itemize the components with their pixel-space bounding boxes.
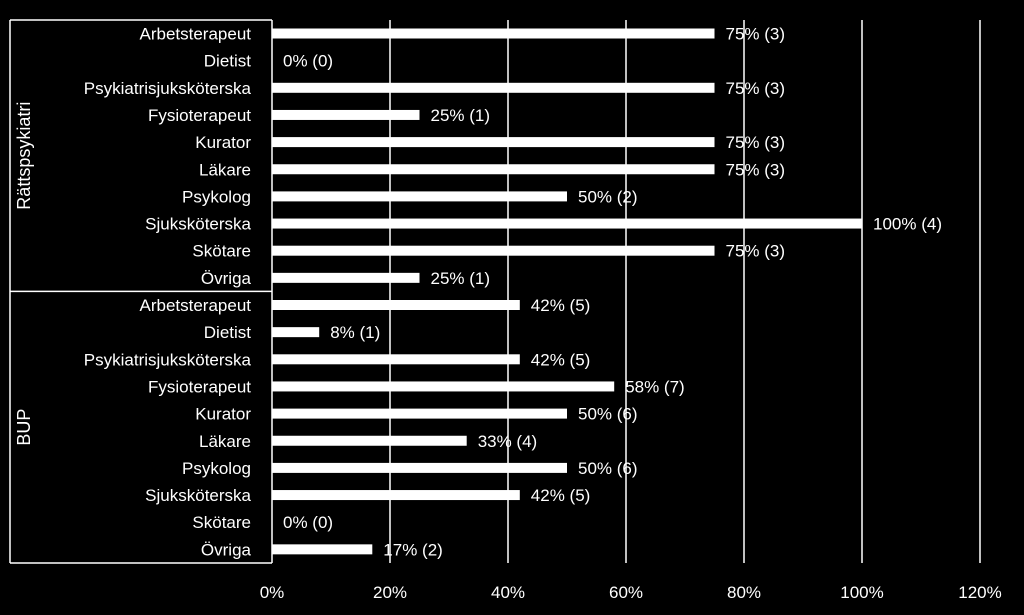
data-label: 42% (5) — [531, 350, 591, 369]
category-label: Arbetsterapeut — [139, 25, 251, 44]
bar-Rättspsykiatri-Skötare — [272, 245, 715, 256]
x-tick-label: 40% — [491, 583, 525, 602]
data-label: 50% (2) — [578, 187, 638, 206]
bar-Rättspsykiatri-Övriga — [272, 272, 420, 283]
bar-Rättspsykiatri-Fysioterapeut — [272, 109, 420, 120]
data-labels: 75% (3) 0% (0) 75% (3) 25% (1) 75% (3) 75% (3… — [283, 25, 942, 560]
x-tick-label: 80% — [727, 583, 761, 602]
data-label: 75% (3) — [726, 160, 786, 179]
category-label: Kurator — [195, 405, 251, 424]
bar-Rättspsykiatri-Psykiatrisjuksköterska — [272, 82, 715, 93]
data-label: 8% (1) — [330, 323, 380, 342]
data-label: 33% (4) — [478, 432, 538, 451]
category-label: Fysioterapeut — [148, 377, 251, 396]
bar-Rättspsykiatri-Arbetsterapeut — [272, 28, 715, 39]
category-labels: Arbetsterapeut Dietist Psykiatrisjuksköter… — [84, 25, 252, 560]
group-label-Rättspsykiatri: Rättspsykiatri — [14, 102, 34, 210]
category-label: Kurator — [195, 133, 251, 152]
data-label: 17% (2) — [383, 540, 443, 559]
data-label: 75% (3) — [726, 25, 786, 44]
data-label: 42% (5) — [531, 296, 591, 315]
data-label: 100% (4) — [873, 215, 942, 234]
group-label-BUP: BUP — [14, 409, 34, 446]
bar-BUP-Fysioterapeut — [272, 381, 615, 392]
category-label: Övriga — [201, 269, 252, 288]
x-tick-label: 100% — [840, 583, 883, 602]
bar-BUP-Övriga — [272, 544, 373, 555]
bar-Rättspsykiatri-Psykolog — [272, 191, 567, 202]
data-label: 50% (6) — [578, 405, 638, 424]
x-tick-label: 60% — [609, 583, 643, 602]
category-label: Skötare — [192, 513, 251, 532]
bar-BUP-Läkare — [272, 435, 467, 446]
data-label: 50% (6) — [578, 459, 638, 478]
category-label: Läkare — [199, 160, 251, 179]
bar-Rättspsykiatri-Kurator — [272, 137, 715, 148]
category-label: Dietist — [204, 52, 252, 71]
x-tick-labels: 0% 20% 40% 60% 80% 100% 120% — [260, 583, 1002, 602]
bar-Rättspsykiatri-Sjuksköterska — [272, 218, 862, 229]
category-label: Dietist — [204, 323, 252, 342]
data-label: 25% (1) — [431, 269, 491, 288]
data-label: 75% (3) — [726, 133, 786, 152]
category-label: Psykolog — [182, 459, 251, 478]
category-label: Skötare — [192, 242, 251, 261]
data-label: 75% (3) — [726, 79, 786, 98]
bar-BUP-Psykolog — [272, 462, 567, 473]
x-tick-label: 120% — [958, 583, 1001, 602]
bar-BUP-Arbetsterapeut — [272, 300, 520, 310]
x-tick-label: 20% — [373, 583, 407, 602]
x-tick-label: 0% — [260, 583, 285, 602]
category-label: Övriga — [201, 540, 252, 559]
data-label: 58% (7) — [625, 377, 685, 396]
bars — [272, 28, 862, 555]
bar-BUP-Psykiatrisjuksköterska — [272, 354, 520, 365]
bar-BUP-Kurator — [272, 408, 567, 419]
category-label: Psykiatrisjuksköterska — [84, 350, 252, 369]
category-label: Psykiatrisjuksköterska — [84, 79, 252, 98]
bar-BUP-Dietist — [272, 327, 320, 338]
category-label: Läkare — [199, 432, 251, 451]
data-label: 75% (3) — [726, 242, 786, 261]
group-labels: Rättspsykiatri BUP — [14, 102, 34, 446]
data-label: 0% (0) — [283, 513, 333, 532]
category-label: Fysioterapeut — [148, 106, 251, 125]
data-label: 42% (5) — [531, 486, 591, 505]
category-label: Arbetsterapeut — [139, 296, 251, 315]
bar-BUP-Sjuksköterska — [272, 490, 520, 501]
category-label: Psykolog — [182, 187, 251, 206]
category-label: Sjuksköterska — [145, 215, 251, 234]
data-label: 0% (0) — [283, 52, 333, 71]
category-label: Sjuksköterska — [145, 486, 251, 505]
bar-Rättspsykiatri-Läkare — [272, 164, 715, 175]
data-label: 25% (1) — [431, 106, 491, 125]
